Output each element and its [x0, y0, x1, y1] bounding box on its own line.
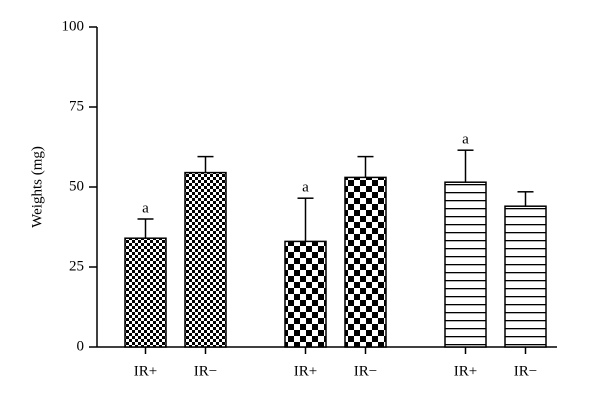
y-tick-label: 100 — [62, 18, 85, 34]
bar — [344, 176, 387, 348]
annotation: a — [302, 180, 309, 196]
error-bar — [517, 191, 534, 207]
error-bar — [457, 149, 474, 183]
x-tick-label: IR− — [354, 363, 377, 379]
error-bar — [137, 218, 154, 239]
error-bar — [357, 155, 374, 178]
x-tick-label: IR− — [514, 363, 537, 379]
x-tick-label: IR− — [194, 363, 217, 379]
error-bar — [297, 197, 314, 242]
x-tick-label: IR+ — [294, 363, 317, 379]
y-axis-label: Weights (mg) — [29, 146, 45, 228]
bar — [444, 181, 487, 348]
y-tick-label: 0 — [77, 338, 85, 354]
x-tick-label: IR+ — [134, 363, 157, 379]
annotation: a — [142, 200, 149, 216]
error-bar — [197, 155, 214, 173]
bar — [184, 171, 227, 348]
bar — [284, 240, 327, 348]
y-tick-label: 50 — [69, 178, 84, 194]
y-tick-label: 25 — [69, 258, 84, 274]
y-tick-label: 75 — [69, 98, 84, 114]
bar — [504, 205, 547, 348]
x-tick-label: IR+ — [454, 363, 477, 379]
annotation: a — [462, 132, 469, 148]
bar — [124, 237, 167, 348]
